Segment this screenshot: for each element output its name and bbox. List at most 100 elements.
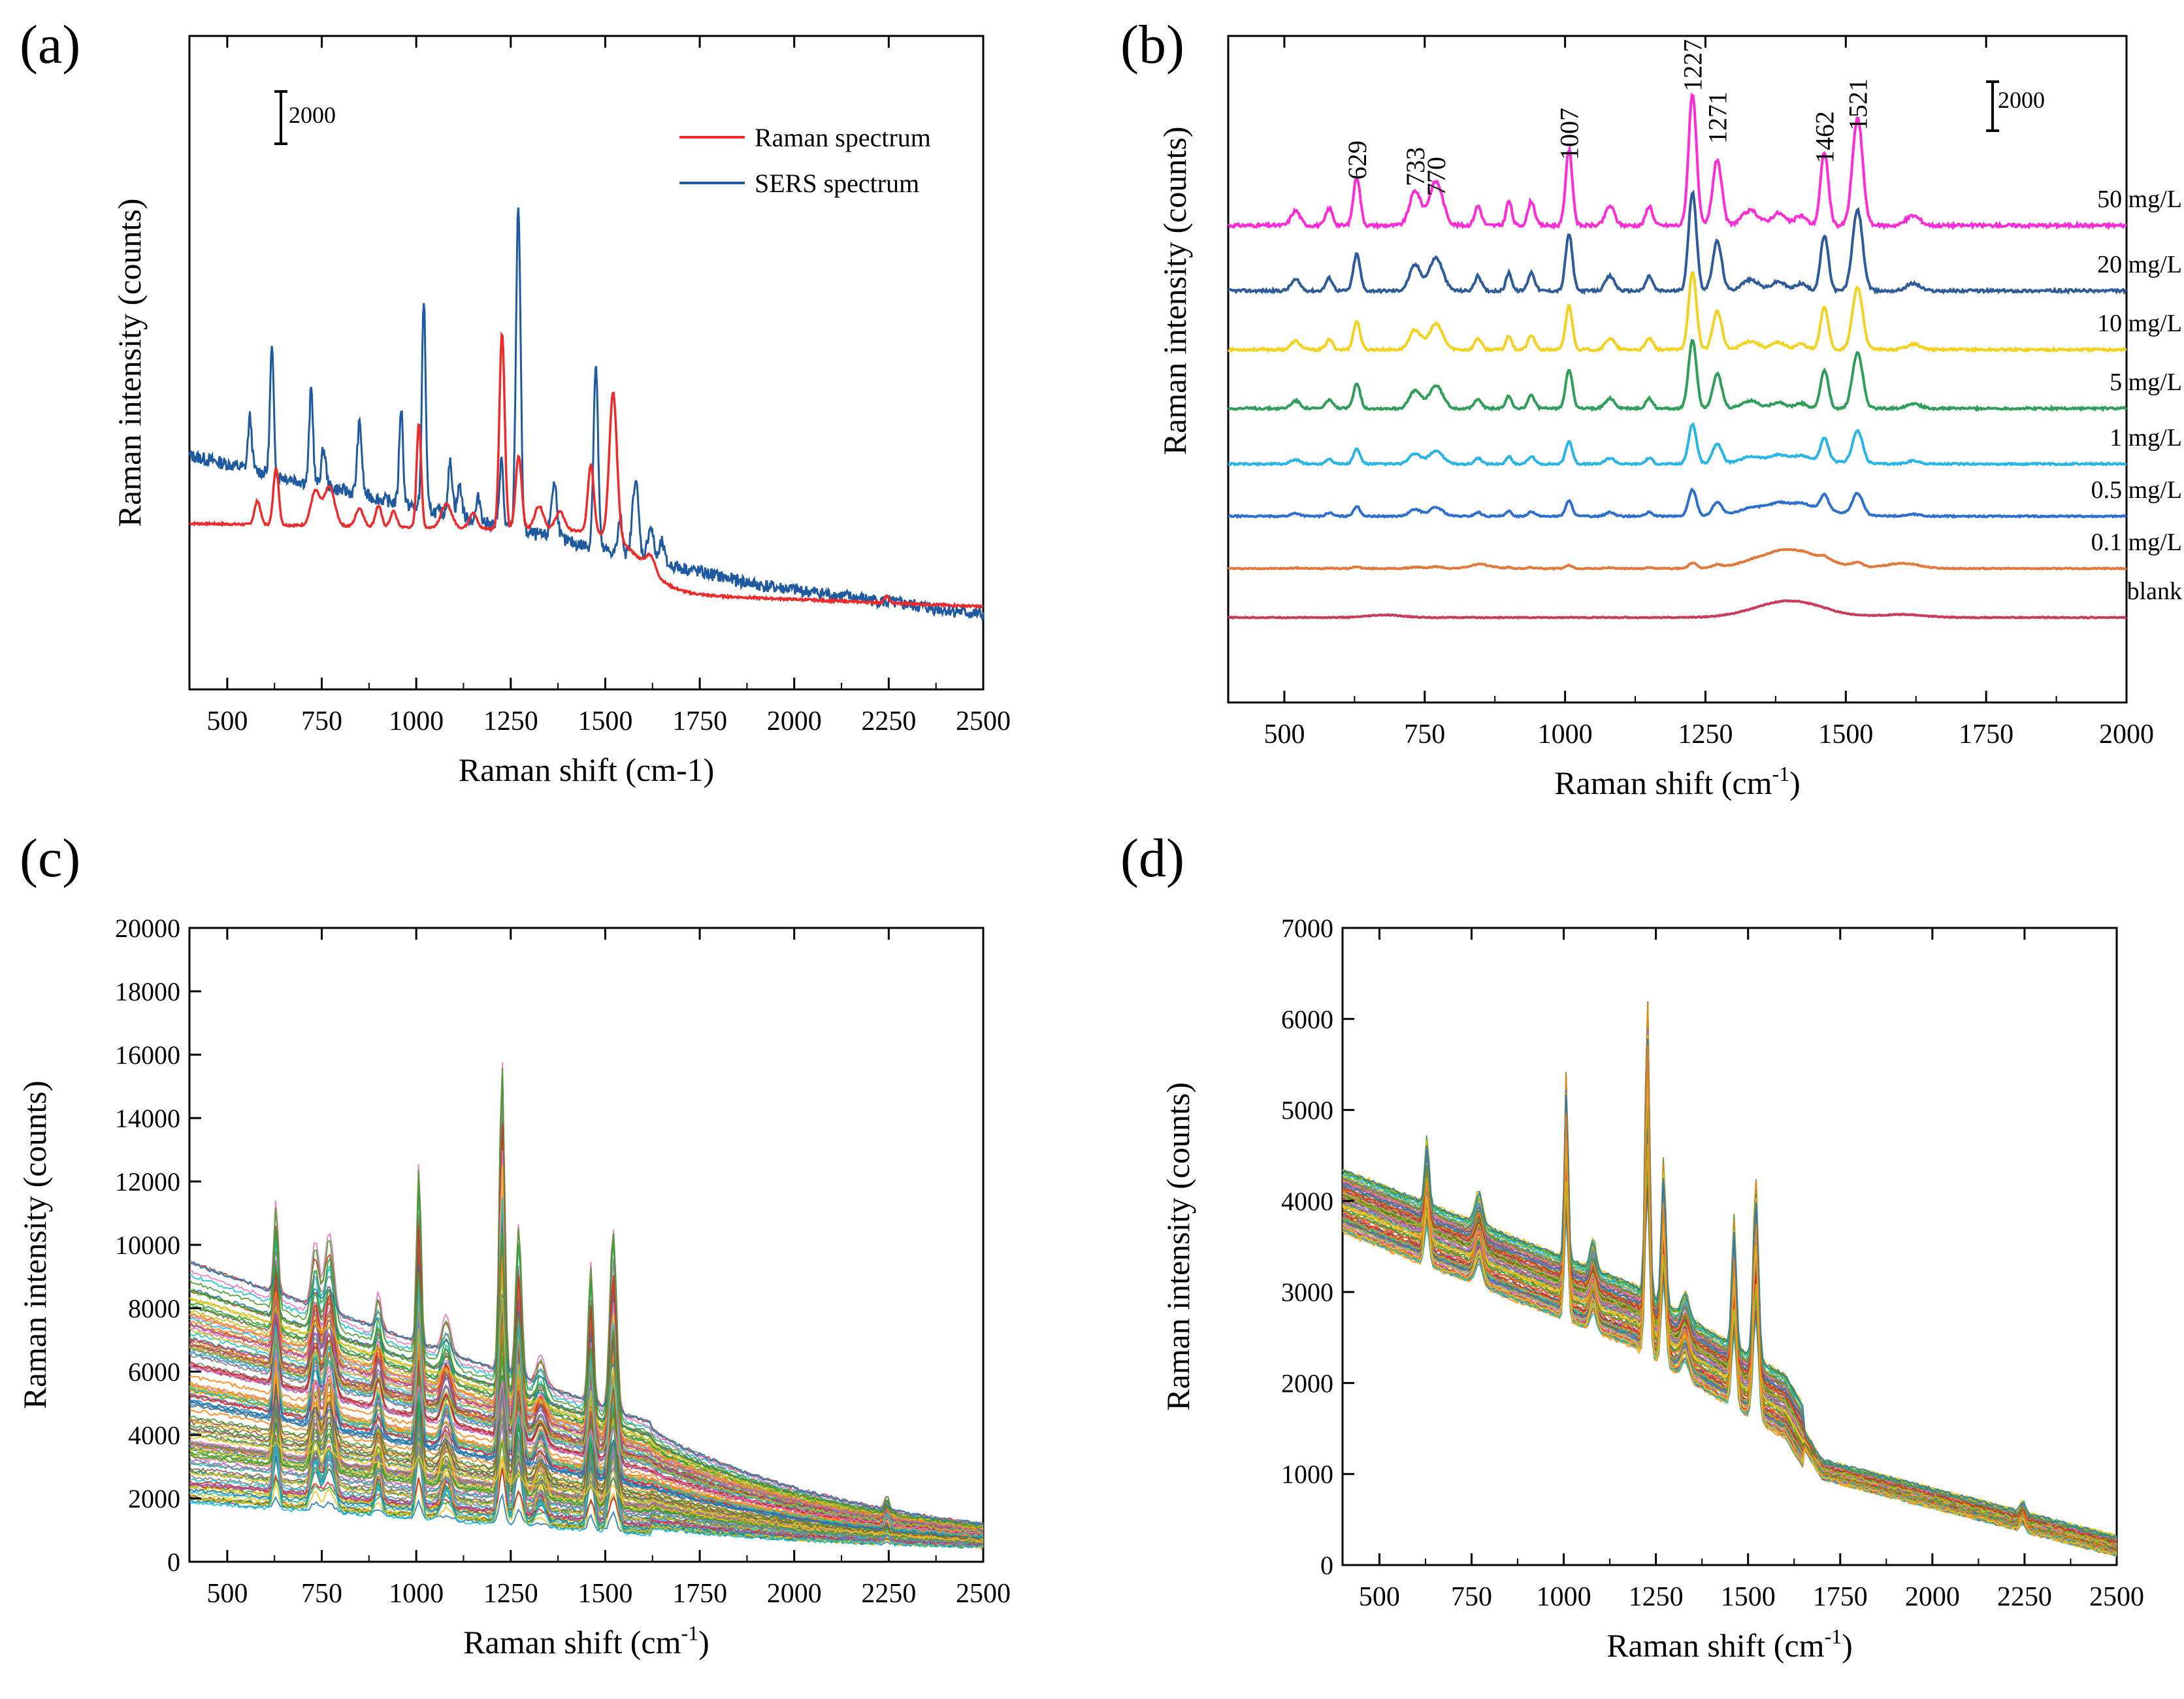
b-x-axis-label: Raman shift (cm-1)	[1554, 762, 1801, 801]
c-x-tick-label: 2500	[956, 1579, 1011, 1609]
c-y-tick-label: 2000	[128, 1484, 180, 1513]
d-spectrum-line	[1342, 1055, 2117, 1540]
c-y-tick-label: 16000	[115, 1040, 180, 1070]
d-spectrum-line	[1342, 1078, 2117, 1538]
d-y-tick-label: 6000	[1281, 1004, 1333, 1034]
c-spectrum-line	[189, 1388, 984, 1545]
b-x-tick-label: 500	[1263, 719, 1305, 750]
panel-d-label: (d)	[1120, 828, 1184, 889]
c-x-tick-label: 1500	[578, 1579, 632, 1609]
c-y-tick-label: 20000	[115, 914, 180, 943]
d-spectrum-line	[1342, 1149, 2117, 1544]
c-spectrum-line	[189, 1364, 984, 1536]
d-spectrum-line	[1342, 1038, 2117, 1549]
d-spectrum-line	[1342, 1015, 2117, 1545]
d-spectrum-line	[1342, 1074, 2117, 1555]
b-series-label: 1 mg/L	[2110, 424, 2182, 452]
d-spectrum-line	[1342, 1048, 2117, 1550]
d-spectrum-line	[1342, 1028, 2117, 1542]
d-x-tick-label: 750	[1451, 1582, 1492, 1612]
b-x-tick-label: 1500	[1818, 719, 1873, 750]
b-series-line	[1228, 487, 2127, 520]
c-spectrum-line	[189, 1435, 984, 1543]
d-spectrum-line	[1342, 1068, 2117, 1544]
a-x-tick-label: 2250	[861, 706, 916, 736]
c-y-tick-label: 0	[167, 1547, 180, 1577]
c-y-tick-label: 12000	[115, 1167, 180, 1196]
d-spectrum-line	[1342, 1015, 2117, 1546]
a-legend-entry: Raman spectrum	[755, 123, 931, 152]
d-spectrum-line	[1342, 1101, 2117, 1541]
b-x-tick-label: 1750	[1959, 719, 2013, 750]
panel-b-label: (b)	[1120, 14, 1184, 75]
c-y-tick-label: 6000	[128, 1357, 180, 1387]
panel-c-label: (c)	[20, 828, 81, 889]
b-plot-frame	[1227, 35, 2128, 704]
b-series-line	[1227, 338, 2127, 412]
b-series-label: 10 mg/L	[2097, 310, 2182, 337]
d-spectrum-line	[1342, 1040, 2117, 1547]
c-spectrum-line	[189, 1298, 984, 1549]
d-spectrum-line	[1342, 1050, 2117, 1540]
chart-d: 500 750 1000 1250 1500 1750 2000 2250 2500 Raman …	[1160, 914, 2144, 1664]
c-x-tick-label: 2250	[861, 1579, 916, 1609]
c-spectrum-line	[189, 1244, 984, 1525]
c-x-tick-label: 500	[206, 1579, 248, 1609]
c-spectrum-line	[189, 1322, 984, 1538]
d-spectrum-line	[1342, 1066, 2117, 1543]
a-x-tick-label: 750	[301, 706, 342, 736]
c-y-tick-label: 14000	[115, 1104, 180, 1133]
d-x-tick-label: 1500	[1721, 1582, 1776, 1612]
d-x-tick-label: 2500	[2089, 1582, 2144, 1612]
d-y-tick-label: 0	[1320, 1551, 1333, 1580]
c-x-axis-label: Raman shift (cm-1)	[463, 1621, 709, 1660]
d-spectrum-line	[1342, 1034, 2117, 1537]
b-series-label: 50 mg/L	[2097, 186, 2182, 213]
b-peak-label: 1227	[1678, 39, 1708, 91]
c-x-tick-label: 750	[301, 1579, 342, 1609]
c-spectrum-line	[189, 1067, 984, 1528]
b-peak-label: 1271	[1703, 91, 1733, 144]
b-series-line	[1228, 93, 2127, 231]
b-y-axis-label: Raman intensity (counts)	[1156, 127, 1193, 455]
d-spectrum-line	[1342, 1049, 2117, 1555]
c-x-tick-label: 1250	[483, 1579, 538, 1609]
b-series-line	[1227, 271, 2127, 354]
b-series-line	[1228, 599, 2127, 620]
chart-b: 500 750 1000 1250 1500 1750 2000 Raman shift (c…	[1156, 35, 2182, 801]
c-spectrum-line	[189, 1198, 984, 1538]
d-spectrum-line	[1342, 1061, 2117, 1554]
d-y-tick-label: 4000	[1281, 1187, 1333, 1216]
d-x-tick-label: 1750	[1813, 1582, 1868, 1612]
d-y-tick-label: 2000	[1281, 1368, 1333, 1398]
d-x-tick-label: 2250	[1997, 1582, 2052, 1612]
a-x-axis-label: Raman shift (cm-1)	[459, 751, 715, 788]
b-peak-label: 1462	[1810, 111, 1840, 163]
a-series-sers-line	[188, 207, 985, 621]
a-scalebar-label: 2000	[289, 102, 336, 128]
a-x-tick-label: 1250	[483, 706, 538, 736]
b-peak-label: 1521	[1843, 78, 1872, 131]
b-peak-label: 770	[1422, 157, 1451, 196]
d-x-tick-label: 1000	[1537, 1582, 1591, 1612]
d-y-tick-label: 1000	[1281, 1460, 1333, 1489]
b-scalebar-label: 2000	[1998, 87, 2045, 113]
b-series-label: 20 mg/L	[2097, 251, 2182, 278]
d-y-axis-label: Raman intensity (counts)	[1160, 1082, 1196, 1411]
b-series-label: 0.5 mg/L	[2091, 476, 2182, 504]
d-spectrum-line	[1342, 1042, 2117, 1549]
a-x-tick-label: 500	[206, 706, 248, 736]
b-series-label: blank	[2127, 578, 2182, 605]
a-x-tick-label: 1000	[389, 706, 444, 736]
d-x-tick-label: 500	[1359, 1582, 1400, 1612]
b-series-line	[1228, 190, 2128, 295]
a-legend-entry: SERS spectrum	[755, 169, 919, 198]
d-spectrum-line	[1342, 1029, 2117, 1538]
d-x-axis-label: Raman shift (cm-1)	[1606, 1625, 1853, 1664]
b-peak-label: 1007	[1555, 108, 1584, 160]
b-peak-label: 629	[1343, 140, 1372, 180]
c-x-tick-label: 2000	[767, 1579, 822, 1609]
c-y-axis-label: Raman intensity (counts)	[16, 1081, 53, 1410]
c-spectrum-line	[189, 1303, 984, 1532]
a-x-tick-label: 2000	[767, 706, 822, 736]
